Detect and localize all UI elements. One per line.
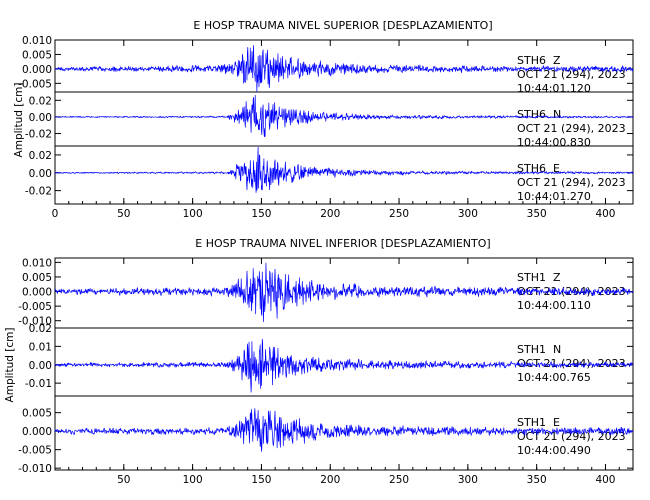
y-tick-label: 0.02 xyxy=(29,323,52,335)
y-tick-label: -0.010 xyxy=(18,463,52,475)
chart-marks: 0 50 100 150 200 250 300 350 400 0.010 0.005 0.000 -… xyxy=(18,35,634,220)
station-label: STH6 xyxy=(517,162,546,175)
x-tick-label: 300 xyxy=(458,208,478,220)
x-tick-label: 150 xyxy=(251,208,271,220)
component-label: Z xyxy=(553,271,561,284)
y-tick-label: 0.00 xyxy=(29,112,52,124)
event-date: OCT 21 (294), 2023 xyxy=(517,68,626,81)
event-time: 10:44:01.270 xyxy=(517,190,591,203)
waveform-trace xyxy=(54,45,634,93)
y-tick-label: 0.000 xyxy=(22,426,52,438)
event-date: OCT 21 (294), 2023 xyxy=(517,122,626,135)
chart-inferior: E HOSP TRAUMA NIVEL INFERIOR [DESPLAZAMI… xyxy=(4,237,634,471)
y-tick-label: 0.000 xyxy=(22,64,52,76)
waveform-trace xyxy=(54,146,634,193)
waveform-trace xyxy=(54,95,634,138)
x-tick-label: 50 xyxy=(117,208,130,220)
x-tick-label: 350 xyxy=(527,208,547,220)
y-tick-label: 0.010 xyxy=(22,35,52,47)
y-axis-label: Amplitud [cm] xyxy=(13,83,25,158)
component-label: E xyxy=(553,416,560,429)
event-time: 10:44:00.765 xyxy=(517,371,591,384)
y-tick-label: -0.005 xyxy=(18,445,52,457)
component-label: E xyxy=(553,162,560,175)
chart-title: E HOSP TRAUMA NIVEL INFERIOR [DESPLAZAMI… xyxy=(195,237,490,250)
station-label: STH1 xyxy=(517,343,546,356)
waveform-trace xyxy=(54,338,634,393)
x-tick-label: 100 xyxy=(183,208,203,220)
x-tick-label: 250 xyxy=(389,208,409,220)
y-tick-label: -0.010 xyxy=(18,316,52,328)
y-tick-label: 0.02 xyxy=(29,95,52,107)
component-label: N xyxy=(553,343,561,356)
x-tick-label: 400 xyxy=(595,208,615,220)
waveform-trace xyxy=(54,408,634,452)
component-label: N xyxy=(553,108,561,121)
event-time: 10:44:01.120 xyxy=(517,82,591,95)
y-tick-label: -0.01 xyxy=(25,378,52,390)
chart-title: E HOSP TRAUMA NIVEL SUPERIOR [DESPLAZAMI… xyxy=(193,19,492,32)
event-date: OCT 21 (294), 2023 xyxy=(517,430,626,443)
waveform-trace xyxy=(54,262,634,323)
y-tick-label: 0.00 xyxy=(29,360,52,372)
y-tick-label: 0.005 xyxy=(22,272,52,284)
x-tick-label: 0 xyxy=(52,208,59,220)
y-tick-label: 0.005 xyxy=(22,408,52,420)
component-label: Z xyxy=(553,54,561,67)
y-tick-label: -0.005 xyxy=(18,78,52,90)
station-label: STH6 xyxy=(517,108,546,121)
y-tick-label: 0.00 xyxy=(29,168,52,180)
event-date: OCT 21 (294), 2023 xyxy=(517,357,626,370)
x-tick-label: 400 xyxy=(595,474,615,486)
x-tick-label: 150 xyxy=(251,474,271,486)
y-axis-label: Amplitud [cm] xyxy=(4,328,16,403)
x-tick-label: 200 xyxy=(320,474,340,486)
y-tick-label: -0.02 xyxy=(25,129,52,141)
x-tick-label: 250 xyxy=(389,474,409,486)
x-tick-label: 200 xyxy=(320,208,340,220)
station-label: STH1 xyxy=(517,416,546,429)
y-tick-label: 0.02 xyxy=(29,150,52,162)
y-tick-label: 0.010 xyxy=(22,257,52,269)
event-time: 10:44:00.490 xyxy=(517,444,591,457)
y-tick-label: 0.01 xyxy=(29,341,52,353)
y-tick-label: 0.000 xyxy=(22,287,52,299)
y-tick-label: -0.02 xyxy=(25,186,52,198)
event-time: 10:44:00.830 xyxy=(517,136,591,149)
station-label: STH1 xyxy=(517,271,546,284)
event-date: OCT 21 (294), 2023 xyxy=(517,176,626,189)
y-tick-label: -0.005 xyxy=(18,301,52,313)
chart-superior: E HOSP TRAUMA NIVEL SUPERIOR [DESPLAZAMI… xyxy=(13,19,634,205)
x-tick-label: 300 xyxy=(458,474,478,486)
y-tick-label: 0.005 xyxy=(22,49,52,61)
station-label: STH6 xyxy=(517,54,546,67)
x-tick-label: 100 xyxy=(183,474,203,486)
chart-marks: 50 100 150 200 250 300 350 400 0.010 0.005 0.000 -0… xyxy=(18,257,634,486)
x-tick-label: 50 xyxy=(117,474,130,486)
x-tick-label: 350 xyxy=(527,474,547,486)
event-time: 10:44:00.110 xyxy=(517,299,591,312)
